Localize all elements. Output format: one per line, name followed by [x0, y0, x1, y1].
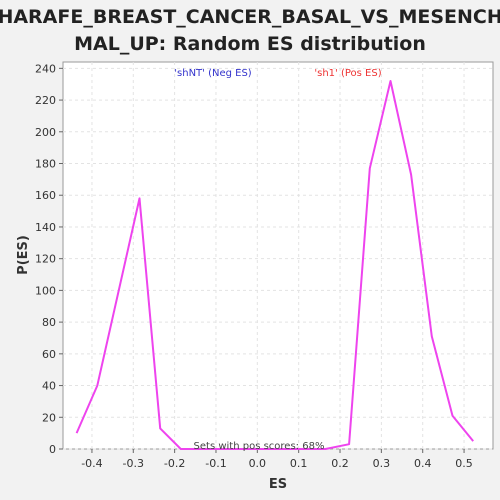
- y-tick-label: 160: [35, 189, 56, 202]
- y-tick-label: 60: [42, 348, 56, 361]
- x-tick-label: 0.3: [373, 457, 391, 470]
- y-tick-label: 40: [42, 380, 56, 393]
- y-tick-label: 120: [35, 253, 56, 266]
- x-tick-label: -0.1: [205, 457, 226, 470]
- legend-pos-es: 'sh1' (Pos ES): [314, 68, 381, 79]
- y-tick-label: 140: [35, 221, 56, 234]
- x-axis-label: ES: [269, 477, 287, 492]
- chart-title-line2: MAL_UP: Random ES distribution: [74, 33, 426, 55]
- annotation-pos-scores: Sets with pos scores: 68%: [194, 441, 325, 452]
- x-tick-label: -0.3: [123, 457, 144, 470]
- chart-title-line1: CHARAFE_BREAST_CANCER_BASAL_VS_MESENCHY: [0, 6, 500, 28]
- legend-neg-es: 'shNT' (Neg ES): [174, 68, 252, 79]
- x-tick-label: -0.4: [81, 457, 102, 470]
- x-tick-label: 0.1: [290, 457, 308, 470]
- y-tick-label: 100: [35, 284, 56, 297]
- series-layer: [75, 80, 474, 450]
- y-tick-label: 80: [42, 316, 56, 329]
- y-tick-label: 240: [35, 62, 56, 75]
- y-tick-label: 20: [42, 411, 56, 424]
- x-tick-label: 0.0: [249, 457, 267, 470]
- y-tick-label: 220: [35, 94, 56, 107]
- x-tick-label: 0.4: [414, 457, 432, 470]
- y-tick-label: 180: [35, 158, 56, 171]
- y-axis-ticks: 0 20 40 60 80 100 120 140 160 180 200 220 240: [35, 62, 63, 456]
- y-tick-label: 0: [49, 443, 56, 456]
- y-axis-label: P(ES): [16, 235, 31, 275]
- x-tick-label: 0.2: [331, 457, 349, 470]
- y-tick-label: 200: [35, 126, 56, 139]
- grid: [63, 62, 493, 450]
- x-tick-label: -0.2: [164, 457, 185, 470]
- x-axis-ticks: -0.4 -0.3 -0.2 -0.1 0.0 0.1 0.2 0.3 0.4 0.5: [81, 449, 473, 470]
- x-tick-label: 0.5: [455, 457, 473, 470]
- series-line: [75, 80, 474, 450]
